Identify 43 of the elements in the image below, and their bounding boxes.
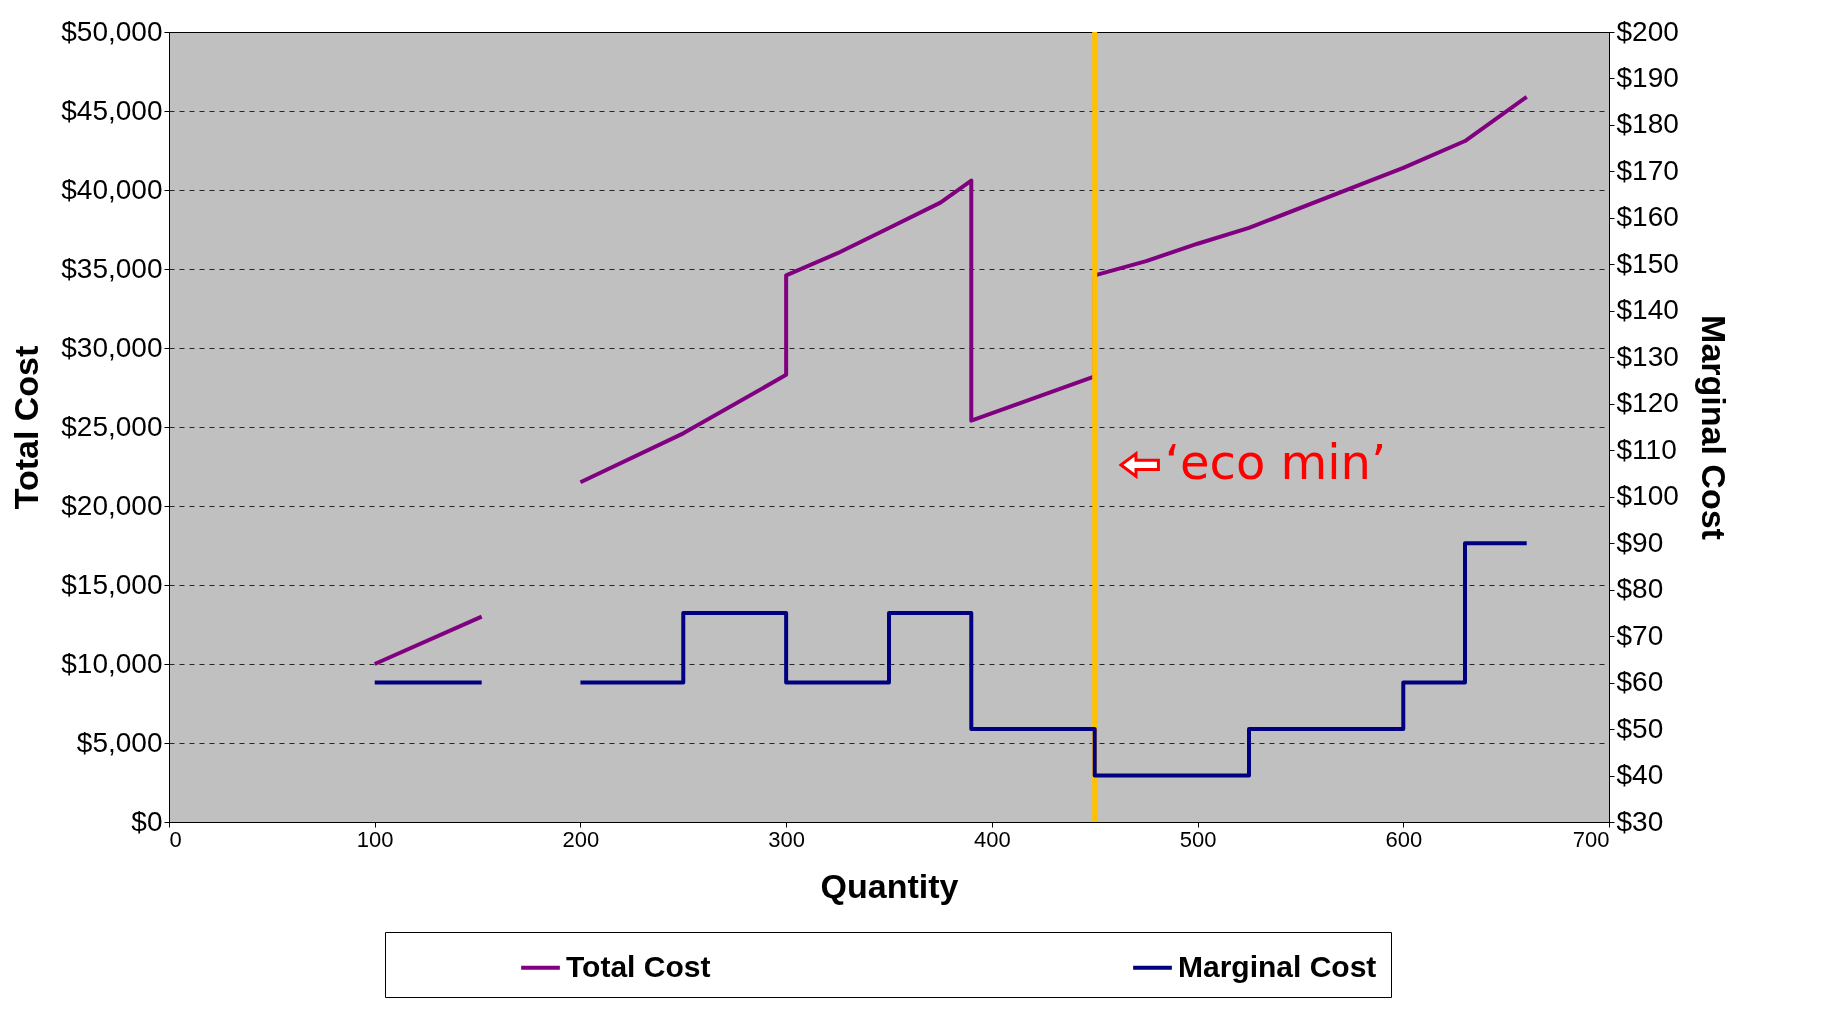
y-tick-label: $20,000 bbox=[61, 489, 163, 521]
y2-tick-label: $140 bbox=[1616, 294, 1679, 326]
legend-label: Total Cost bbox=[566, 949, 711, 983]
y2-tick-label: $200 bbox=[1616, 15, 1679, 47]
y2-tick-label: $100 bbox=[1616, 480, 1679, 512]
x-tick-label: 200 bbox=[562, 826, 600, 852]
y-tick-label: $50,000 bbox=[61, 15, 163, 47]
x-tick-label: 300 bbox=[768, 826, 805, 852]
y-tick-label: $30,000 bbox=[61, 331, 163, 363]
y-tick-label: $15,000 bbox=[61, 568, 163, 600]
y2-tick-label: $130 bbox=[1616, 340, 1679, 372]
y-tick-label: $35,000 bbox=[61, 252, 163, 284]
y2-tick-label: $180 bbox=[1616, 108, 1679, 140]
y2-tick-label: $110 bbox=[1616, 433, 1677, 465]
y2-tick-label: $170 bbox=[1616, 154, 1679, 186]
y2-tick-label: $80 bbox=[1616, 573, 1664, 605]
y2-tick-label: $120 bbox=[1616, 387, 1679, 419]
y-tick-label: $25,000 bbox=[61, 410, 163, 442]
y-tick-label: $0 bbox=[131, 805, 163, 837]
y2-tick-label: $40 bbox=[1616, 759, 1664, 791]
x-tick-label: 500 bbox=[1179, 826, 1217, 852]
x-tick-label: 0 bbox=[169, 826, 182, 852]
x-tick-label: 400 bbox=[974, 826, 1011, 852]
y2-tick-label: $150 bbox=[1616, 247, 1679, 279]
y2-tick-label: $190 bbox=[1616, 61, 1679, 93]
y-tick-label: $45,000 bbox=[61, 94, 163, 126]
y2-tick-label: $90 bbox=[1616, 526, 1664, 558]
legend-label: Marginal Cost bbox=[1178, 949, 1377, 983]
x-tick-label: 700 bbox=[1572, 826, 1610, 852]
y2-tick-label: $50 bbox=[1616, 712, 1664, 744]
y-axis-title: Total Cost bbox=[7, 345, 46, 510]
y2-tick-label: $60 bbox=[1616, 666, 1664, 698]
x-tick-label: 100 bbox=[356, 826, 394, 852]
y2-tick-label: $70 bbox=[1616, 619, 1664, 651]
x-axis-title: Quantity bbox=[820, 866, 959, 905]
x-tick-label: 600 bbox=[1385, 826, 1423, 852]
y2-tick-label: $30 bbox=[1616, 805, 1664, 837]
y2-tick-label: $160 bbox=[1616, 201, 1679, 233]
y-tick-label: $5,000 bbox=[76, 726, 163, 758]
y-tick-label: $40,000 bbox=[61, 173, 163, 205]
annotation: ‘eco min’ bbox=[1164, 433, 1387, 490]
y-tick-label: $10,000 bbox=[61, 647, 163, 679]
y2-axis-title: Marginal Cost bbox=[1694, 315, 1733, 540]
